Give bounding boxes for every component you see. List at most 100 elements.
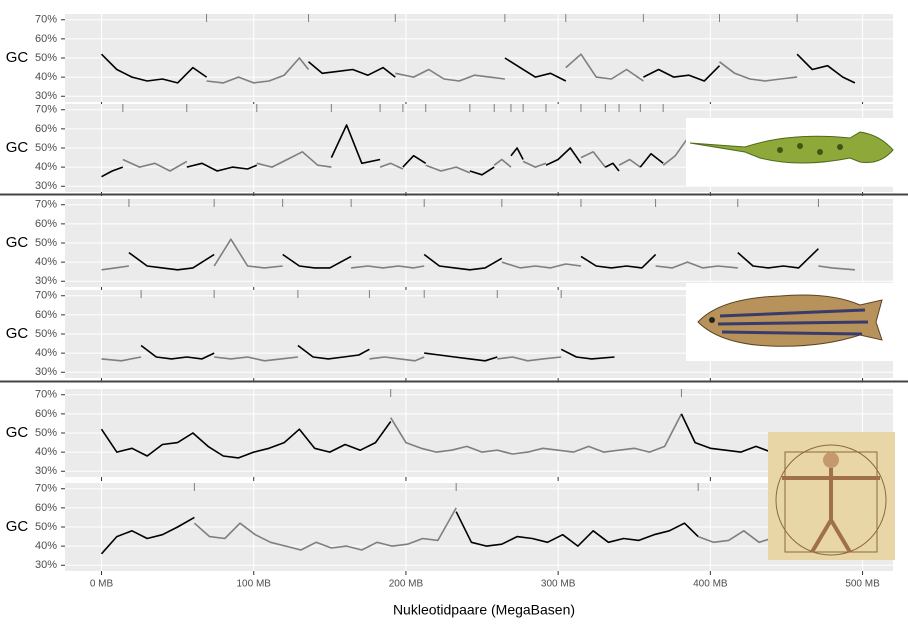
y-axis-label: GC bbox=[6, 424, 29, 441]
x-tick-label: 200 MB bbox=[389, 579, 424, 590]
x-tick-label: 300 MB bbox=[541, 579, 576, 590]
zebrafish-image bbox=[686, 283, 894, 361]
gar-image bbox=[686, 118, 896, 186]
x-tick-label: 100 MB bbox=[237, 579, 272, 590]
y-tick-label: 40% bbox=[35, 71, 57, 83]
y-tick-label: 50% bbox=[35, 427, 57, 439]
y-tick-label: 30% bbox=[35, 559, 57, 571]
y-axis-label: GC bbox=[6, 49, 29, 66]
gc-line bbox=[560, 348, 615, 360]
y-tick-label: 60% bbox=[35, 123, 57, 135]
y-tick-label: 40% bbox=[35, 161, 57, 173]
gc-line bbox=[214, 356, 298, 362]
gc-line bbox=[186, 162, 258, 172]
gc-line bbox=[282, 253, 352, 269]
gc-line bbox=[307, 61, 396, 78]
y-tick-label: 50% bbox=[35, 237, 57, 249]
gc-line bbox=[580, 151, 606, 168]
gc-line bbox=[504, 57, 567, 82]
x-tick-label: 500 MB bbox=[845, 579, 880, 590]
gc-line bbox=[655, 261, 738, 269]
gc-line bbox=[818, 265, 855, 271]
y-tick-label: 50% bbox=[35, 328, 57, 340]
y-tick-label: 50% bbox=[35, 142, 57, 154]
y-tick-label: 50% bbox=[35, 521, 57, 533]
gc-line bbox=[395, 68, 505, 82]
gc-line bbox=[501, 261, 582, 269]
y-tick-label: 60% bbox=[35, 309, 57, 321]
gc-line bbox=[100, 421, 392, 459]
gc-line bbox=[643, 65, 721, 82]
gc-line bbox=[402, 154, 427, 168]
gc-line bbox=[522, 160, 547, 168]
gc-line bbox=[580, 253, 657, 269]
gc-line bbox=[122, 158, 188, 172]
gc-line bbox=[100, 53, 208, 84]
y-tick-label: 40% bbox=[35, 256, 57, 268]
y-tick-label: 50% bbox=[35, 52, 57, 64]
y-tick-label: 70% bbox=[35, 483, 57, 495]
gc-line bbox=[330, 124, 381, 165]
gc-line bbox=[369, 356, 425, 362]
y-tick-label: 70% bbox=[35, 389, 57, 401]
gc-line bbox=[101, 166, 124, 178]
gc-line bbox=[425, 164, 471, 174]
y-tick-label: 30% bbox=[35, 465, 57, 477]
x-axis-label: Nukleotidpaare (MegaBasen) bbox=[393, 602, 575, 618]
x-tick-label: 0 MB bbox=[90, 579, 114, 590]
y-axis-label: GC bbox=[6, 139, 29, 156]
y-tick-label: 60% bbox=[35, 408, 57, 420]
gc-line bbox=[737, 248, 819, 269]
gc-line bbox=[379, 162, 404, 170]
gc-line bbox=[604, 162, 620, 172]
y-tick-label: 60% bbox=[35, 218, 57, 230]
gc-line bbox=[206, 57, 310, 84]
vitruvian-image bbox=[768, 432, 895, 560]
y-tick-label: 70% bbox=[35, 199, 57, 211]
y-tick-label: 70% bbox=[35, 290, 57, 302]
gc-line bbox=[497, 356, 562, 362]
y-tick-label: 70% bbox=[35, 104, 57, 116]
gc-line bbox=[662, 137, 689, 166]
y-tick-label: 60% bbox=[35, 502, 57, 514]
gc-line bbox=[493, 158, 512, 168]
gc-line bbox=[193, 507, 457, 551]
gc-line bbox=[423, 253, 503, 271]
gc-line bbox=[680, 413, 772, 453]
x-tick-label: 400 MB bbox=[693, 579, 728, 590]
y-tick-label: 70% bbox=[35, 14, 57, 26]
gc-line bbox=[639, 152, 664, 168]
gc-line bbox=[213, 238, 283, 269]
gc-line bbox=[100, 516, 195, 555]
gc-line bbox=[510, 147, 524, 160]
gc-line bbox=[455, 511, 699, 547]
gc-line bbox=[351, 265, 425, 269]
y-tick-label: 30% bbox=[35, 180, 57, 192]
gc-line bbox=[128, 251, 215, 271]
gc-line bbox=[545, 147, 582, 166]
y-tick-label: 30% bbox=[35, 275, 57, 287]
gc-line bbox=[424, 352, 498, 362]
gc-line bbox=[697, 530, 772, 544]
gc-line bbox=[469, 166, 495, 176]
y-axis-label: GC bbox=[6, 234, 29, 251]
gc-line bbox=[256, 151, 332, 168]
y-tick-label: 40% bbox=[35, 446, 57, 458]
y-tick-label: 30% bbox=[35, 90, 57, 102]
y-tick-label: 40% bbox=[35, 540, 57, 552]
y-axis-label: GC bbox=[6, 518, 29, 535]
gc-line bbox=[796, 53, 856, 84]
gc-line bbox=[297, 344, 370, 360]
gc-line bbox=[101, 356, 142, 362]
gc-line bbox=[390, 413, 683, 455]
gc-line bbox=[101, 265, 130, 271]
gc-line bbox=[719, 61, 798, 82]
y-tick-label: 40% bbox=[35, 347, 57, 359]
y-tick-label: 30% bbox=[35, 366, 57, 378]
gc-line bbox=[565, 53, 644, 82]
gc-line bbox=[140, 344, 215, 360]
gc-line bbox=[618, 158, 641, 168]
y-tick-label: 60% bbox=[35, 33, 57, 45]
